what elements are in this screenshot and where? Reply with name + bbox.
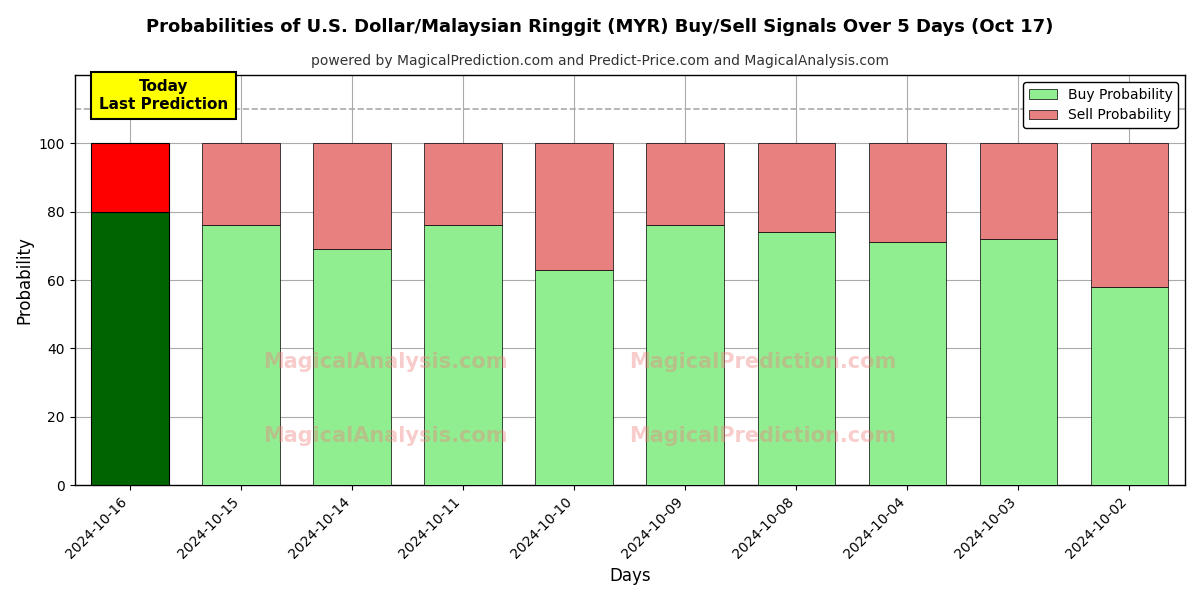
Bar: [425, 226, 502, 485]
Bar: [869, 242, 947, 485]
Y-axis label: Probability: Probability: [16, 236, 34, 324]
Bar: [313, 250, 391, 485]
Text: powered by MagicalPrediction.com and Predict-Price.com and MagicalAnalysis.com: powered by MagicalPrediction.com and Pre…: [311, 54, 889, 68]
Text: MagicalPrediction.com: MagicalPrediction.com: [630, 426, 896, 446]
Bar: [535, 270, 613, 485]
Bar: [647, 143, 725, 226]
Bar: [203, 143, 280, 226]
Bar: [869, 143, 947, 242]
Text: MagicalAnalysis.com: MagicalAnalysis.com: [263, 352, 508, 372]
Text: Today
Last Prediction: Today Last Prediction: [98, 79, 228, 112]
Bar: [1091, 143, 1169, 287]
Bar: [91, 143, 169, 212]
Bar: [647, 226, 725, 485]
Text: MagicalAnalysis.com: MagicalAnalysis.com: [263, 426, 508, 446]
Text: MagicalPrediction.com: MagicalPrediction.com: [630, 352, 896, 372]
Bar: [979, 239, 1057, 485]
Bar: [1091, 287, 1169, 485]
Bar: [757, 232, 835, 485]
Text: Probabilities of U.S. Dollar/Malaysian Ringgit (MYR) Buy/Sell Signals Over 5 Day: Probabilities of U.S. Dollar/Malaysian R…: [146, 18, 1054, 36]
Bar: [425, 143, 502, 226]
Bar: [535, 143, 613, 270]
Legend: Buy Probability, Sell Probability: Buy Probability, Sell Probability: [1024, 82, 1178, 128]
Bar: [757, 143, 835, 232]
Bar: [979, 143, 1057, 239]
Bar: [313, 143, 391, 250]
X-axis label: Days: Days: [610, 567, 650, 585]
Bar: [203, 226, 280, 485]
Bar: [91, 212, 169, 485]
